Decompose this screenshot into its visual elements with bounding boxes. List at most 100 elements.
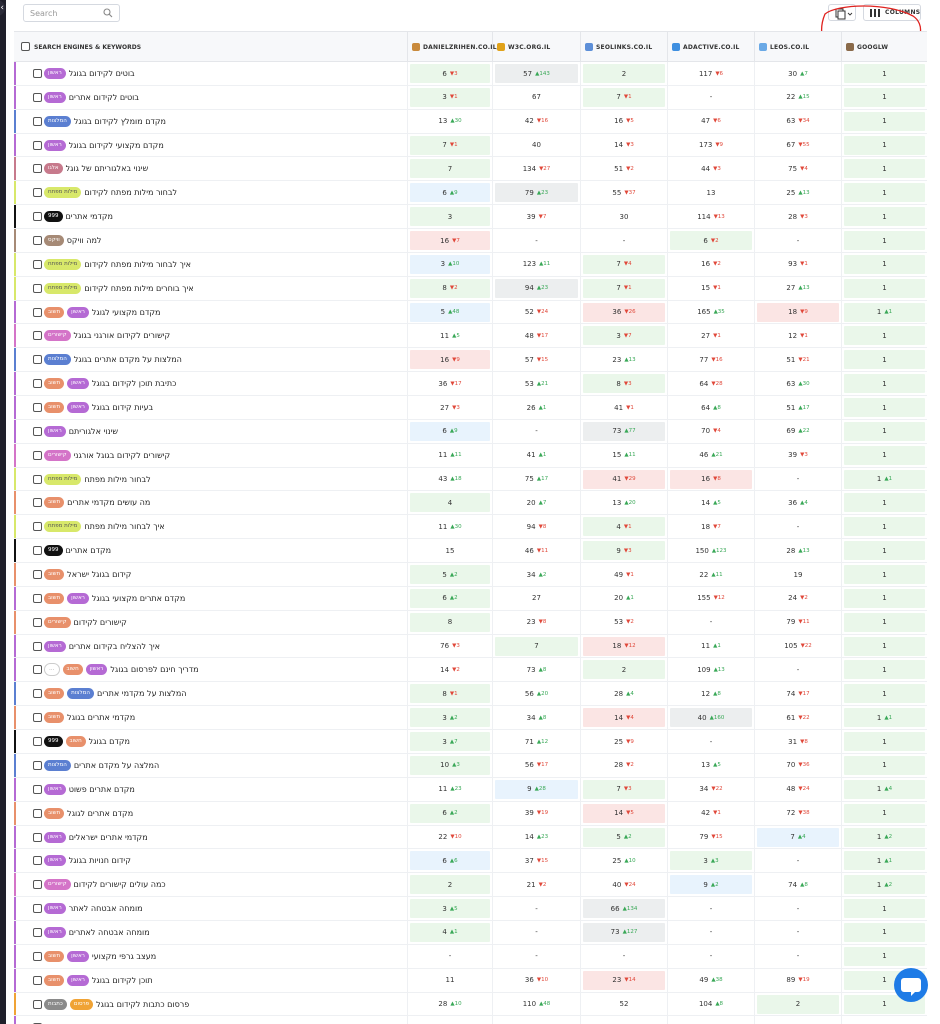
rank-cell[interactable]: 23 ▼8	[492, 610, 580, 634]
keyword-tag[interactable]: חשוב	[44, 569, 65, 581]
keyword-tag[interactable]: קישורים	[44, 330, 71, 342]
keyword-cell[interactable]: קישורים לקידום אורגני בגוגל קישורים	[44, 324, 404, 347]
keyword-tag[interactable]: ראשון	[67, 592, 89, 604]
rank-cell[interactable]: 39 ▼3	[754, 443, 841, 467]
rank-cell[interactable]: 46 ▼11	[492, 539, 580, 563]
rank-cell[interactable]: 36 ▲4	[754, 491, 841, 515]
rank-cell[interactable]: 6 ▼3	[407, 62, 492, 85]
rank-cell[interactable]: 109 ▲13	[667, 658, 754, 682]
row-checkbox[interactable]	[33, 140, 42, 150]
rank-cell[interactable]: 173 ▼9	[667, 133, 754, 157]
rank-cell[interactable]: 56 ▼17	[492, 753, 580, 777]
rank-cell[interactable]: 30 ▲7	[754, 62, 841, 85]
site-column-header[interactable]: DANIELZRIHEN.CO.IL/	[407, 32, 499, 62]
rank-cell[interactable]: 1	[841, 920, 927, 944]
rank-cell[interactable]: -	[667, 730, 754, 754]
row-checkbox[interactable]	[33, 403, 42, 413]
rank-cell[interactable]: 24 ▼2	[754, 586, 841, 610]
row-checkbox[interactable]	[33, 474, 42, 484]
rank-cell[interactable]: -	[580, 944, 667, 968]
rank-cell[interactable]: 22 ▼10	[407, 825, 492, 849]
rank-cell[interactable]: 77 ▼16	[667, 348, 754, 372]
rank-cell[interactable]: 73 ▲127	[580, 920, 667, 944]
rank-cell[interactable]: 20 ▲1	[580, 586, 667, 610]
keyword-cell[interactable]: מומחה אבטחה לאתרים ראשון	[44, 921, 404, 944]
rank-cell[interactable]: 1	[841, 658, 927, 682]
rank-cell[interactable]: 41 ▲1	[492, 443, 580, 467]
rank-cell[interactable]	[667, 1016, 754, 1024]
rank-cell[interactable]: 36 ▼26	[580, 300, 667, 324]
rank-cell[interactable]: 53 ▲21	[492, 372, 580, 396]
row-checkbox[interactable]	[33, 331, 42, 341]
rank-cell[interactable]: 1	[841, 491, 927, 515]
rank-cell[interactable]: 9 ▼3	[580, 539, 667, 563]
rank-cell[interactable]: 3 ▲2	[407, 706, 492, 730]
keyword-tag[interactable]: המלצות	[44, 759, 71, 771]
keyword-cell[interactable]: קישורים לקידום בגוגל אורגני קישורים	[44, 444, 404, 467]
keyword-tag[interactable]: קישורים	[44, 879, 71, 891]
rank-cell[interactable]: 28 ▲13	[754, 539, 841, 563]
rank-cell[interactable]: -	[667, 944, 754, 968]
rank-cell[interactable]: 57 ▼15	[492, 348, 580, 372]
keyword-tag[interactable]: המלצות	[44, 354, 71, 366]
rank-cell[interactable]: 1	[841, 515, 927, 539]
keyword-tag[interactable]: חשוב	[44, 378, 65, 390]
rank-cell[interactable]: 69 ▲22	[754, 419, 841, 443]
rank-cell[interactable]: 1	[841, 133, 927, 157]
rank-cell[interactable]: 28 ▼2	[580, 753, 667, 777]
keyword-tag[interactable]: חשוב	[62, 664, 83, 676]
rank-cell[interactable]: 74 ▲8	[754, 873, 841, 897]
rank-cell[interactable]: 2	[580, 62, 667, 85]
rank-cell[interactable]: 28 ▲10	[407, 992, 492, 1016]
rank-cell[interactable]: 14 ▲23	[492, 825, 580, 849]
rank-cell[interactable]: 56 ▲20	[492, 682, 580, 706]
rank-cell[interactable]: 16 ▼5	[580, 109, 667, 133]
rank-cell[interactable]: 12 ▼1	[754, 324, 841, 348]
rank-cell[interactable]: 11 ▲23	[407, 777, 492, 801]
keyword-cell[interactable]: מקדם אתרים לגוגל חשוב	[44, 802, 404, 825]
keyword-tag[interactable]: חשוב	[65, 736, 86, 748]
keyword-cell[interactable]: תוכן לקידום בגוגל ראשון חשוב	[44, 969, 404, 992]
rank-cell[interactable]: 48 ▼17	[492, 324, 580, 348]
keyword-cell[interactable]: מקדם אתרים פשוט ראשון	[44, 778, 404, 801]
rank-cell[interactable]: 19	[754, 563, 841, 587]
rank-cell[interactable]: 7 ▼4	[580, 252, 667, 276]
rank-cell[interactable]: 1	[841, 586, 927, 610]
rank-cell[interactable]: 49 ▲38	[667, 968, 754, 992]
rank-cell[interactable]: 2	[407, 873, 492, 897]
keyword-cell[interactable]: איך בוחרים מילות מפתח לקידום מילות מפתח	[44, 277, 404, 300]
rank-cell[interactable]: -	[754, 849, 841, 873]
keyword-tag[interactable]: מילות מפתח	[44, 187, 82, 199]
keyword-tag[interactable]: ראשון	[44, 91, 66, 103]
rank-cell[interactable]: 20 ▲7	[492, 491, 580, 515]
copy-menu-button[interactable]	[828, 4, 856, 21]
rank-cell[interactable]: 1	[841, 85, 927, 109]
row-checkbox[interactable]	[33, 832, 42, 842]
rank-cell[interactable]: 37 ▼15	[492, 849, 580, 873]
rank-cell[interactable]: 1	[841, 753, 927, 777]
keyword-cell[interactable]: מומחה אבטחה לאתר ראשון	[44, 897, 404, 920]
rank-cell[interactable]: 64 ▲8	[667, 396, 754, 420]
rank-cell[interactable]: 7 ▼1	[580, 85, 667, 109]
row-checkbox[interactable]	[33, 665, 42, 675]
rank-cell[interactable]: 34 ▼22	[667, 777, 754, 801]
row-checkbox[interactable]	[33, 737, 42, 747]
keyword-cell[interactable]: איך לבחור מילות מפתח לקידום מילות מפתח	[44, 253, 404, 276]
rank-cell[interactable]: 22 ▲15	[754, 85, 841, 109]
keyword-tag[interactable]: חשוב	[44, 402, 65, 414]
rank-cell[interactable]: 8 ▼2	[407, 276, 492, 300]
rank-cell[interactable]: 3 ▲3	[667, 849, 754, 873]
keyword-cell[interactable]: מקדם מומלץ לקידום בגוגל המלצות	[44, 110, 404, 133]
rank-cell[interactable]: 1	[841, 396, 927, 420]
keyword-tag[interactable]: מילות מפתח	[44, 282, 82, 294]
keyword-tag[interactable]: ראשון	[44, 640, 66, 652]
keyword-tag[interactable]: ראשון	[44, 68, 66, 79]
rank-cell[interactable]: 25 ▲13	[754, 181, 841, 205]
rank-cell[interactable]: 64 ▼28	[667, 372, 754, 396]
keyword-cell[interactable]: שינוי באלגוריתם של גוגל אלגו	[44, 157, 404, 180]
rank-cell[interactable]: 1	[841, 682, 927, 706]
keyword-tag[interactable]: ראשון	[44, 783, 66, 795]
keyword-cell[interactable]: פרסום כתבות לקידום בגוגל פרסום כתבות	[44, 993, 404, 1016]
rank-cell[interactable]: 9 ▲28	[492, 777, 580, 801]
keyword-cell[interactable]: קישורים לקידום קישורים	[44, 611, 404, 634]
